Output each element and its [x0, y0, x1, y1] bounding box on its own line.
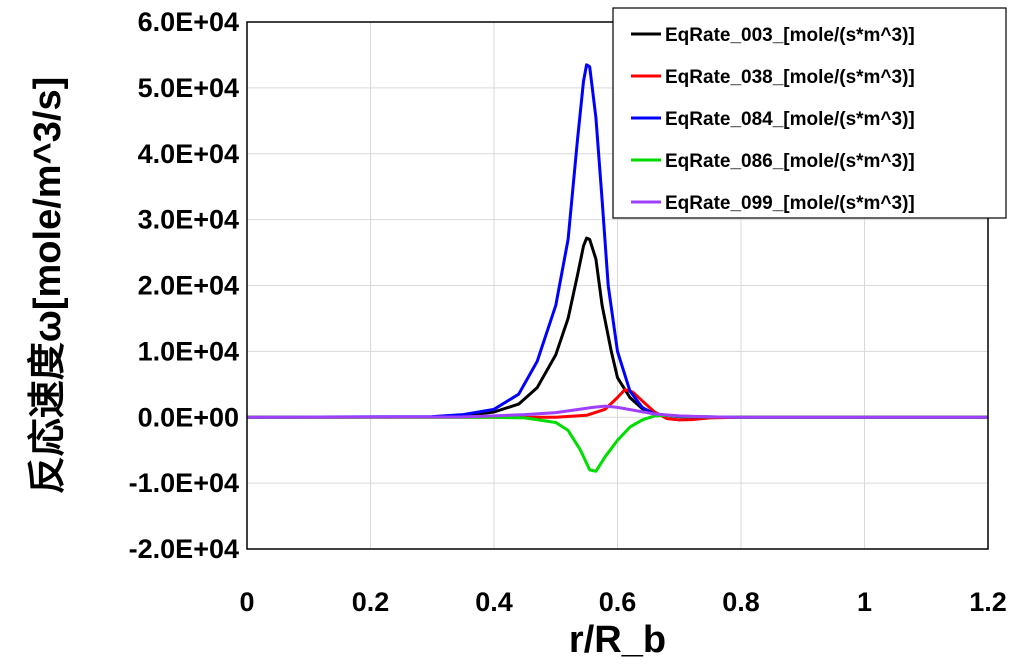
- series-lines: [246, 63, 988, 473]
- legend-entry: EqRate_038_[mole/(s*m^3)]: [665, 67, 915, 88]
- y-tick-label: 6.0E+04: [138, 7, 239, 37]
- x-tick-label: 0: [239, 587, 254, 617]
- y-tick-label: 5.0E+04: [138, 73, 239, 103]
- x-tick-label: 0.4: [475, 587, 513, 617]
- x-tick-label: 0.6: [599, 587, 637, 617]
- y-tick-label: 4.0E+04: [138, 139, 239, 169]
- x-tick-label: 1.2: [969, 587, 1007, 617]
- legend-entry: EqRate_003_[mole/(s*m^3)]: [665, 25, 915, 46]
- x-axis-label: r/R_b: [569, 619, 666, 661]
- y-tick-label: 2.0E+04: [138, 271, 239, 301]
- legend-entry: EqRate_086_[mole/(s*m^3)]: [665, 151, 915, 172]
- y-axis-label: 反応速度ω[mole/m^3/s]: [27, 77, 69, 494]
- y-tick-label: 1.0E+04: [138, 336, 239, 366]
- series-line: [246, 404, 988, 419]
- x-tick-label: 1: [857, 587, 872, 617]
- x-tick-label: 0.8: [722, 587, 760, 617]
- y-tick-label: -1.0E+04: [129, 468, 239, 498]
- series-line: [246, 63, 988, 419]
- series-line: [247, 388, 988, 422]
- y-tick-label: -2.0E+04: [129, 534, 239, 564]
- legend: EqRate_003_[mole/(s*m^3)] EqRate_038_[mol…: [612, 7, 1007, 219]
- legend-entry: EqRate_099_[mole/(s*m^3)]: [665, 193, 915, 214]
- y-tick-label: 0.0E+00: [138, 402, 239, 432]
- legend-entry: EqRate_084_[mole/(s*m^3)]: [665, 109, 915, 130]
- y-axis-ticks: 6.0E+04 5.0E+04 4.0E+04 3.0E+04 2.0E+04 1.0E+…: [129, 7, 239, 564]
- y-tick-label: 3.0E+04: [138, 205, 239, 235]
- x-axis-ticks: 0 0.2 0.4 0.6 0.8 1 1.2: [239, 587, 1006, 617]
- legend-box: [612, 7, 1007, 219]
- x-tick-label: 0.2: [352, 587, 390, 617]
